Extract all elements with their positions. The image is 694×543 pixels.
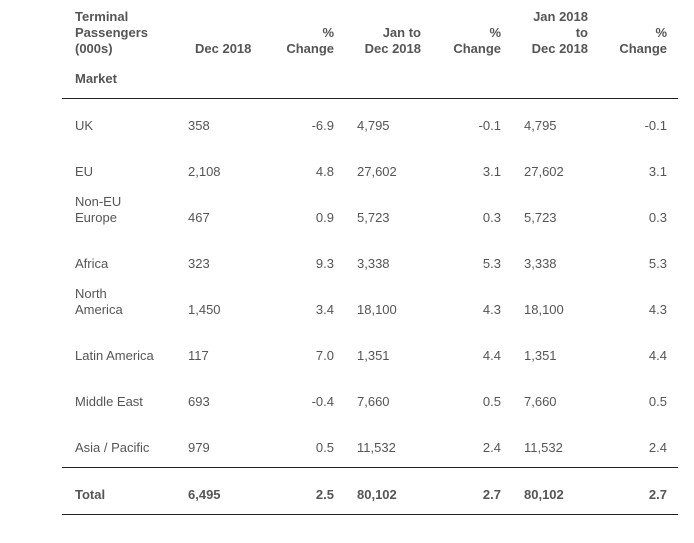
cell-dec2018: 693 [188,394,210,409]
total-jan-to-dec: 80,102 [357,487,397,502]
header-jan2018-line2: to [575,25,588,40]
cell-change2: 0.5 [482,394,501,409]
total-divider-top [62,467,678,468]
total-change1: 2.5 [315,487,334,502]
cell-jan-to-dec: 5,723 [357,210,390,225]
header-market-title-line3: (000s) [75,41,113,56]
cell-change1: 9.3 [315,256,334,271]
cell-market: North America [75,286,123,318]
cell-dec2018: 117 [188,348,209,363]
cell-change3: 4.4 [648,348,667,363]
cell-market: Middle East [75,394,143,410]
cell-market: EU [75,164,93,180]
cell-market-line: Middle East [75,394,143,409]
cell-jan-to-dec: 27,602 [357,164,397,179]
header-divider [62,98,678,99]
cell-market-line: Asia / Pacific [75,440,150,455]
cell-change2: 4.4 [482,348,501,363]
cell-jan-to-dec: 7,660 [357,394,390,409]
cell-dec2018: 979 [188,440,210,455]
cell-change3: 0.3 [648,210,667,225]
cell-market-line: North [75,286,107,301]
header-change1-line1: % [322,25,334,40]
header-jan2018-line3: Dec 2018 [531,41,588,56]
cell-change3: 5.3 [648,256,667,271]
cell-jan2018: 11,532 [524,440,563,455]
cell-change3: 3.1 [648,164,667,179]
cell-change3: -0.1 [644,118,667,133]
cell-change1: 3.4 [315,302,334,317]
total-change3: 2.7 [648,487,667,502]
header-change2-line2: Change [453,41,501,56]
cell-change1: -6.9 [311,118,334,133]
cell-jan2018: 18,100 [524,302,564,317]
cell-change1: -0.4 [311,394,334,409]
cell-jan2018: 27,602 [524,164,564,179]
total-jan2018: 80,102 [524,487,564,502]
header-change1: % Change [262,25,334,57]
header-market-label: Market [75,71,117,86]
header-market-title: Terminal Passengers (000s) [75,9,148,57]
cell-market-line: America [75,302,123,317]
total-market: Total [75,487,106,502]
cell-jan-to-dec: 4,795 [357,118,390,133]
cell-change2: 4.3 [482,302,501,317]
cell-market-line: Africa [75,256,109,271]
cell-dec2018: 467 [188,210,210,225]
cell-market-line: UK [75,118,94,133]
cell-change2: 0.3 [482,210,501,225]
cell-dec2018: 358 [188,118,210,133]
cell-market-line: Non-EU [75,194,122,209]
cell-change3: 4.3 [648,302,667,317]
header-dec2018: Dec 2018 [195,41,252,56]
cell-market-line: EU [75,164,94,179]
header-change3-line1: % [655,25,667,40]
cell-market: Africa [75,256,108,272]
cell-market: UK [75,118,93,134]
cell-dec2018: 1,450 [188,302,221,317]
cell-market: Non-EU Europe [75,194,121,226]
header-jan-to-dec-line1: Jan to [382,25,421,40]
cell-change2: 5.3 [482,256,501,271]
header-jan-to-dec: Jan to Dec 2018 [340,25,421,57]
header-change2-line1: % [489,25,501,40]
cell-change1: 0.5 [315,440,334,455]
total-divider-bottom [62,514,678,515]
cell-change3: 2.4 [648,440,667,455]
cell-market: Asia / Pacific [75,440,149,456]
cell-dec2018: 323 [188,256,210,271]
cell-change1: 0.9 [315,210,334,225]
cell-jan2018: 1,351 [524,348,557,363]
header-change3: % Change [600,25,667,57]
cell-jan2018: 5,723 [524,210,557,225]
cell-change1: 4.8 [315,164,334,179]
cell-market-line: Latin America [75,348,154,363]
cell-market: Latin America [75,348,154,364]
header-change3-line2: Change [619,41,667,56]
cell-change1: 7.0 [315,348,334,363]
cell-change3: 0.5 [648,394,667,409]
header-market-title-line1: Terminal [75,9,129,24]
cell-jan-to-dec: 3,338 [357,256,390,271]
cell-jan-to-dec: 1,351 [357,348,390,363]
cell-market-line: Europe [75,210,117,225]
header-market-title-line2: Passengers [75,25,148,40]
cell-dec2018: 2,108 [188,164,221,179]
header-change1-line2: Change [286,41,334,56]
header-jan-to-dec-line2: Dec 2018 [364,41,421,56]
total-change2: 2.7 [482,487,501,502]
header-jan2018-line1: Jan 2018 [533,9,588,24]
cell-change2: 3.1 [482,164,501,179]
cell-jan2018: 4,795 [524,118,557,133]
cell-jan-to-dec: 11,532 [357,440,396,455]
cell-jan2018: 7,660 [524,394,557,409]
cell-change2: 2.4 [482,440,501,455]
total-dec2018: 6,495 [188,487,221,502]
cell-jan-to-dec: 18,100 [357,302,397,317]
header-change2: % Change [430,25,501,57]
header-jan2018: Jan 2018 to Dec 2018 [505,9,588,57]
cell-change2: -0.1 [478,118,501,133]
cell-jan2018: 3,338 [524,256,557,271]
